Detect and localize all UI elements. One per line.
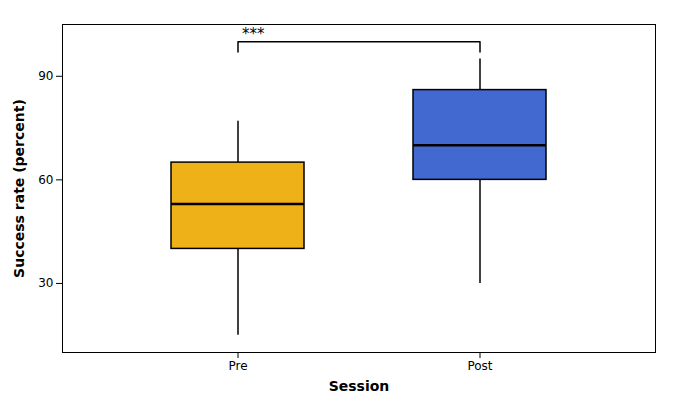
svg-text:90: 90	[38, 69, 53, 83]
svg-text:Success rate (percent): Success rate (percent)	[11, 99, 27, 278]
svg-text:Session: Session	[329, 378, 390, 394]
svg-text:Post: Post	[467, 359, 492, 373]
svg-text:Pre: Pre	[228, 359, 247, 373]
svg-text:30: 30	[38, 276, 53, 290]
svg-text:60: 60	[38, 173, 53, 187]
svg-text:***: ***	[242, 25, 265, 43]
